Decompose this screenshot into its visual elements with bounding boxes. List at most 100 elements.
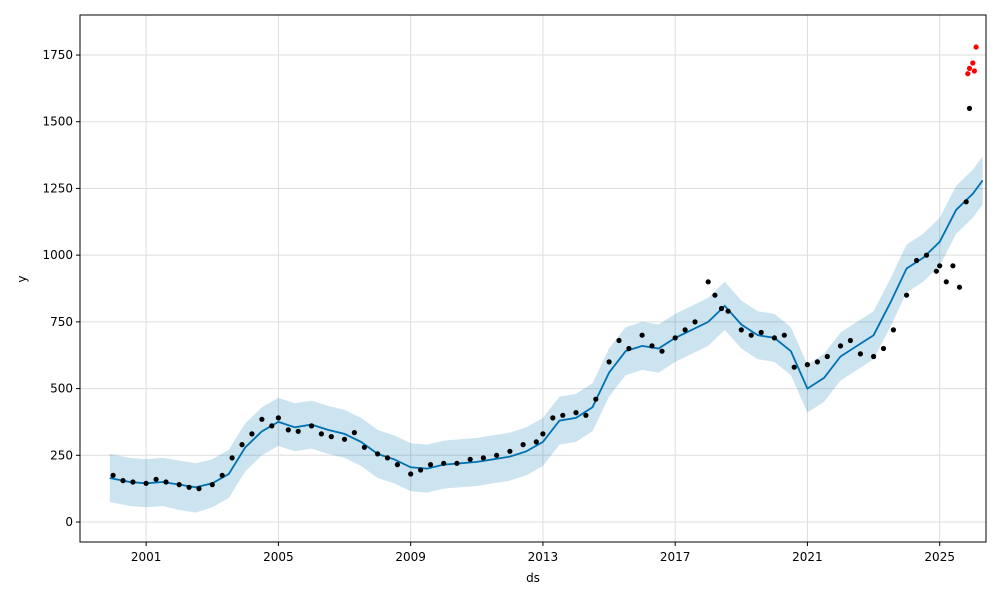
x-axis-title: ds: [526, 571, 540, 585]
observed-point: [143, 480, 149, 486]
observed-point: [712, 292, 718, 298]
observed-point: [308, 423, 315, 429]
observed-point: [748, 332, 754, 338]
observed-point: [771, 335, 778, 341]
observed-point: [375, 451, 381, 457]
observed-point: [196, 486, 202, 492]
observed-point: [649, 343, 655, 349]
observed-point: [837, 343, 844, 349]
observed-point: [229, 455, 235, 461]
observed-point: [427, 462, 434, 468]
observed-point: [880, 345, 887, 352]
observed-point: [285, 427, 291, 433]
observed-point: [923, 252, 930, 258]
observed-point: [943, 279, 949, 285]
observed-point: [494, 452, 500, 458]
observed-point: [163, 479, 169, 485]
observed-point: [626, 345, 632, 352]
observed-point: [418, 467, 424, 473]
y-tick-label: 1500: [42, 115, 73, 129]
y-axis: 0 250 500 750 1000 1250 1500 1750: [42, 48, 80, 529]
observed-point: [384, 455, 391, 461]
observed-point: [408, 471, 414, 477]
observed-point: [480, 455, 486, 461]
observed-point: [616, 337, 622, 344]
observed-point: [705, 279, 711, 285]
x-tick-label: 2017: [660, 550, 691, 564]
observed-point: [659, 348, 665, 354]
x-tick-label: 2005: [263, 550, 294, 564]
observed-point: [824, 353, 830, 360]
observed-point: [857, 351, 864, 357]
highlighted-points: [965, 44, 979, 77]
observed-point: [110, 472, 116, 478]
observed-point: [540, 431, 546, 437]
observed-point: [692, 319, 698, 325]
observed-point: [441, 460, 447, 466]
highlighted-point: [965, 71, 971, 77]
y-tick-label: 1000: [42, 248, 73, 262]
observed-point: [914, 257, 920, 264]
observed-point: [533, 439, 539, 445]
y-axis-title: y: [15, 275, 29, 282]
observed-point: [904, 292, 910, 298]
observed-point: [890, 327, 897, 333]
observed-point: [239, 442, 245, 448]
y-tick-label: 0: [65, 515, 73, 529]
y-tick-label: 1250: [42, 181, 73, 195]
observed-point: [791, 364, 797, 370]
observed-point: [804, 362, 811, 368]
observed-point: [718, 305, 725, 312]
observed-point: [259, 416, 265, 422]
observed-point: [520, 442, 526, 448]
forecast-line: [109, 179, 984, 489]
observed-point: [963, 199, 969, 205]
observed-point: [682, 327, 688, 333]
x-tick-label: 2009: [395, 550, 426, 564]
observed-point: [269, 423, 275, 429]
observed-point: [318, 431, 324, 437]
observed-point: [550, 415, 556, 421]
observed-point: [361, 444, 367, 450]
observed-point: [593, 396, 599, 402]
grid: [80, 15, 986, 542]
observed-points: [110, 105, 973, 492]
uncertainty-band: [109, 156, 983, 513]
observed-point: [351, 430, 357, 436]
observed-point: [275, 415, 281, 421]
x-tick-label: 2021: [792, 550, 823, 564]
observed-point: [606, 359, 612, 365]
observed-point: [966, 105, 973, 111]
observed-point: [583, 412, 589, 418]
plot-frame: [79, 14, 987, 543]
observed-point: [507, 448, 513, 454]
observed-point: [560, 412, 566, 418]
observed-point: [871, 353, 877, 360]
observed-point: [672, 335, 678, 341]
observed-point: [956, 284, 963, 290]
observed-point: [186, 484, 192, 490]
observed-point: [454, 460, 460, 466]
observed-point: [249, 431, 255, 437]
y-tick-label: 500: [50, 382, 73, 396]
observed-point: [758, 329, 764, 336]
observed-point: [120, 478, 126, 484]
observed-point: [176, 482, 182, 488]
highlighted-point: [971, 68, 978, 74]
observed-point: [725, 308, 731, 314]
y-tick-label: 1750: [42, 48, 73, 62]
observed-point: [814, 359, 821, 365]
y-tick-label: 250: [50, 448, 73, 462]
observed-point: [341, 436, 348, 442]
observed-point: [847, 337, 854, 344]
x-axis: 2001 2005 2009 2013 2017 2021 2025: [131, 542, 955, 564]
observed-point: [219, 472, 225, 478]
x-tick-label: 2001: [131, 550, 162, 564]
highlighted-point: [973, 44, 979, 50]
observed-point: [295, 428, 301, 434]
observed-point: [950, 263, 956, 269]
observed-point: [738, 327, 744, 333]
observed-point: [573, 410, 579, 416]
